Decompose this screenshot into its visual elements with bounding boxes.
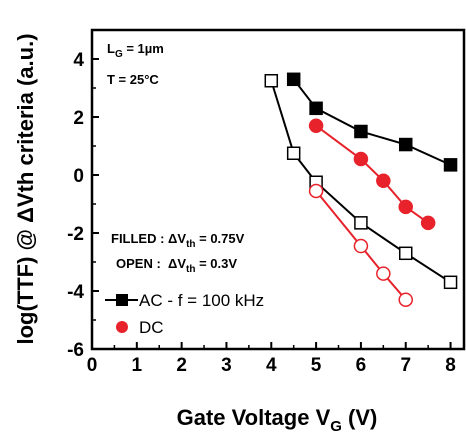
y-tick-label-4: 4 (73, 50, 84, 71)
series-line-dc-open (315, 190, 407, 301)
y-tick-label-0: 0 (73, 166, 84, 187)
point-ac-filled-1 (309, 101, 323, 116)
x-tick-label-1: 1 (132, 355, 143, 376)
point-ac-filled-2 (354, 124, 368, 139)
point-dc-filled-1 (353, 151, 369, 167)
y-tick-label-2: 2 (73, 108, 84, 129)
point-ac-open-1 (286, 146, 301, 160)
point-dc-filled-4 (420, 215, 436, 231)
point-ac-filled-4 (443, 158, 458, 172)
point-dc-filled-3 (398, 199, 413, 215)
annotation-lg: LG = 1µm (107, 41, 164, 60)
x-axis-title: Gate Voltage VG (V) (177, 405, 378, 435)
x-tick-label-0: 0 (87, 355, 98, 376)
point-dc-open-2 (376, 266, 391, 281)
point-ac-open-0 (264, 74, 279, 88)
point-dc-open-1 (353, 238, 369, 254)
annotation-open: OPEN : ΔVth = 0.3V (116, 256, 237, 275)
point-dc-open-0 (308, 183, 324, 199)
x-tick-label-5: 5 (311, 355, 322, 376)
x-tick-label-8: 8 (445, 355, 456, 376)
series-line-ac-open (270, 80, 452, 284)
legend-marker-dc (116, 321, 128, 333)
legend-label-dc: DC (139, 318, 164, 337)
y-tick-label--2: -2 (67, 224, 84, 245)
y-tick-label--4: -4 (67, 282, 84, 303)
x-tick-label-4: 4 (266, 355, 277, 376)
x-tick-label-2: 2 (176, 355, 187, 376)
point-dc-filled-0 (308, 118, 324, 133)
point-dc-open-3 (398, 292, 413, 307)
annotation-temp: T = 25°C (107, 72, 159, 87)
axis-ticks: 0 1 2 3 4 5 6 7 8 -6 -4 -2 0 2 4 (67, 50, 456, 376)
point-dc-filled-2 (376, 173, 391, 189)
y-axis-title: log(TTF) @ ΔVth criteria (a.u.) (13, 33, 38, 344)
legend-label-ac: AC - f = 100 kHz (139, 291, 264, 310)
point-ac-filled-0 (286, 72, 301, 87)
point-ac-filled-3 (398, 137, 413, 152)
point-ac-open-5 (443, 275, 458, 290)
x-tick-label-7: 7 (400, 355, 411, 376)
legend-marker-ac (116, 294, 128, 306)
point-ac-open-4 (398, 246, 413, 261)
plot-frame (90, 28, 466, 351)
x-tick-label-6: 6 (356, 355, 367, 376)
x-tick-label-3: 3 (221, 355, 232, 376)
annotation-filled: FILLED : ΔVth = 0.75V (111, 231, 245, 250)
legend: AC - f = 100 kHz DC (105, 291, 264, 337)
series-layer (264, 72, 458, 307)
y-tick-label--6: -6 (67, 340, 84, 361)
point-ac-open-3 (354, 216, 368, 230)
